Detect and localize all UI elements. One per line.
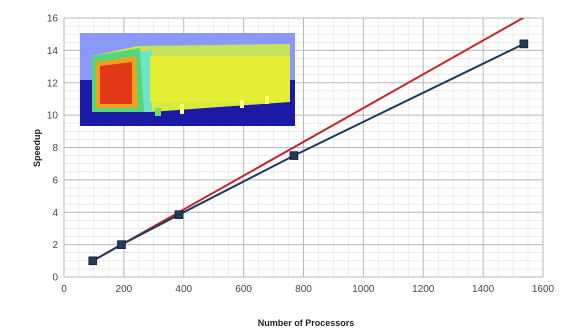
y-tick-label: 0 [52,273,58,284]
y-tick-label: 12 [47,78,59,89]
x-axis-title: Number of Processors [258,318,355,328]
x-tick-label: 200 [116,284,133,295]
series-layer [88,18,529,266]
x-tick-label: 1000 [352,284,375,295]
x-tick-label: 800 [295,284,312,295]
series-line-0 [92,18,525,262]
y-tick-label: 8 [52,143,58,154]
x-tick-label: 1200 [412,284,435,295]
data-point [174,210,184,219]
axis-tick-labels: 0 200 400 600 800 1000 1200 1400 1600 0 2 4 6 8 10 12 14… [47,14,555,296]
data-point [519,39,529,49]
data-point [289,151,299,160]
y-tick-label: 2 [52,240,58,251]
x-tick-label: 400 [175,284,192,295]
x-tick-label: 600 [235,284,252,295]
y-tick-label: 16 [47,14,59,25]
x-tick-label: 1600 [532,284,555,295]
thermal-simulation-inset [80,33,295,126]
y-tick-label: 14 [47,46,59,57]
y-axis-title: Speedup [32,129,42,168]
y-tick-label: 6 [52,175,58,186]
y-tick-label: 4 [52,208,58,219]
data-point [88,256,98,266]
y-tick-label: 10 [47,111,59,122]
x-tick-label: 0 [61,284,67,295]
x-tick-label: 1400 [472,284,495,295]
data-point [117,240,126,249]
